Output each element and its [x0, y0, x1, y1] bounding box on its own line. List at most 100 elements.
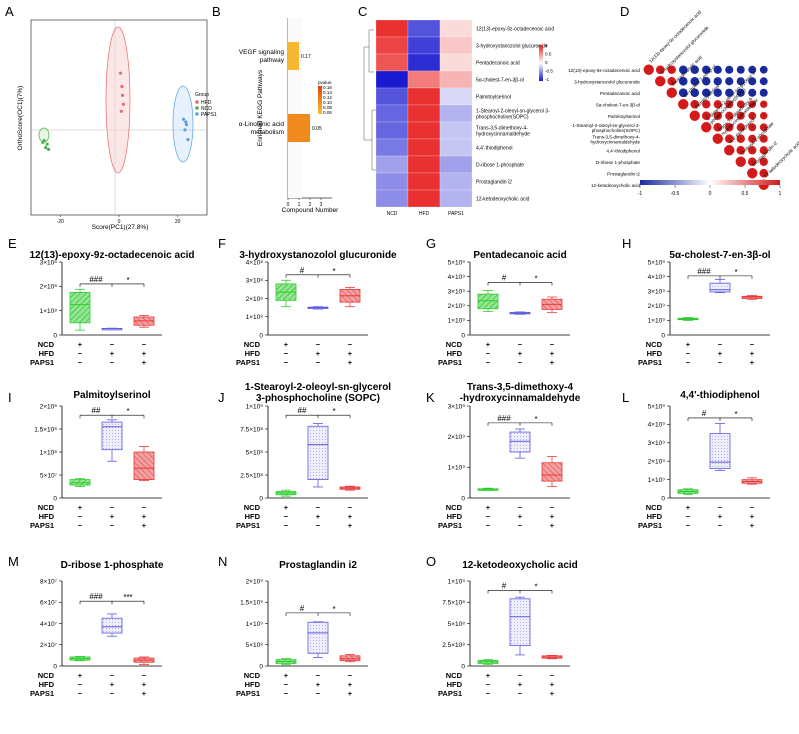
- heatmap-row-label: 4,4'-thiodiphenol: [476, 146, 513, 152]
- correlation-row-label: 12-ketodeoxycholic acid: [591, 183, 640, 188]
- condition-mark: +: [110, 680, 115, 689]
- sig-right: ***: [123, 593, 132, 602]
- heatmap-cell: [407, 172, 441, 191]
- correlation-circle: [759, 146, 768, 155]
- condition-mark: +: [550, 349, 555, 358]
- heatmap-scale-tick: -1: [545, 77, 550, 82]
- condition-mark: −: [284, 680, 289, 689]
- condition-mark: +: [142, 689, 147, 698]
- sig-left: #: [502, 581, 507, 590]
- correlation-star: *: [763, 68, 765, 73]
- heatmap-row-label: Pentadecanoic acid: [476, 61, 520, 67]
- box-ytick-label: 3×10⁹: [648, 440, 666, 447]
- condition-mark: −: [78, 521, 83, 530]
- heatmap-row-label: D-ribose 1-phosphate: [476, 163, 524, 169]
- box-ytick-label: 2×10⁹: [246, 578, 264, 585]
- kegg-xtick-label: 0: [287, 202, 290, 208]
- sig-right: *: [332, 407, 335, 416]
- pvalue-legend-tick: 0.10: [323, 100, 332, 105]
- box-ytick-label: 3×10⁸: [40, 259, 58, 266]
- correlation-circle: [759, 123, 768, 132]
- correlation-circle: [748, 65, 757, 74]
- box-ytick-label: 4×10⁹: [648, 422, 666, 429]
- condition-mark: +: [550, 689, 555, 698]
- sig-left: ###: [497, 414, 511, 423]
- score-point-ncd: [44, 146, 48, 150]
- condition-mark: −: [518, 671, 523, 680]
- heatmap-cell: [375, 19, 409, 38]
- condition-label-ncd: NCD: [446, 340, 463, 349]
- score-point-hfd: [121, 102, 125, 106]
- correlation-circle: [747, 168, 758, 179]
- correlation-circle: [725, 123, 734, 132]
- group-legend: Group HFD NCD PAPS1: [195, 92, 217, 118]
- correlation-circle: [689, 110, 700, 121]
- box-body-hfd: [509, 431, 531, 453]
- condition-mark: −: [110, 340, 115, 349]
- box-ytick-label: 0: [259, 495, 263, 502]
- condition-label-hfd: HFD: [39, 349, 55, 358]
- sig-right: *: [126, 407, 129, 416]
- condition-label-hfd: HFD: [39, 680, 55, 689]
- correlation-circle: [759, 157, 768, 166]
- correlation-circle: [701, 88, 711, 98]
- condition-mark: −: [316, 521, 321, 530]
- correlation-star: *: [751, 91, 753, 96]
- condition-label-ncd: NCD: [38, 340, 55, 349]
- correlation-row-label: 12(13)-epoxy-9z-octadecenoic acid: [568, 68, 640, 73]
- condition-label-hfd: HFD: [447, 349, 463, 358]
- heatmap-scale-tick: -0.5: [545, 69, 553, 74]
- heatmap-cell: [375, 104, 409, 123]
- heatmap-scale-tick: 0.5: [545, 52, 552, 57]
- condition-mark: −: [486, 680, 491, 689]
- heatmap-col-label: NCD: [387, 211, 398, 217]
- condition-mark: +: [686, 340, 691, 349]
- correlation-circle: [713, 88, 722, 97]
- correlation-star: *: [751, 114, 753, 119]
- paps1-ellipse: [172, 85, 194, 163]
- condition-mark: +: [750, 512, 755, 521]
- correlation-circle: [748, 77, 757, 86]
- correlation-star: *: [763, 125, 765, 130]
- box-ytick-label: 2×10⁸: [40, 403, 58, 410]
- correlation-circle: [667, 76, 677, 86]
- box-ytick-label: 5×10⁹: [448, 259, 466, 266]
- correlation-circle: [713, 65, 722, 74]
- condition-label-paps1: PAPS1: [236, 689, 260, 698]
- box-ytick-label: 3×10⁹: [448, 403, 466, 410]
- correlation-star: *: [740, 91, 742, 96]
- condition-label-ncd: NCD: [646, 340, 663, 349]
- box-ytick-label: 2.5×10⁸: [442, 642, 465, 649]
- condition-mark: −: [518, 340, 523, 349]
- correlation-row-label: Prostaglandin i2: [607, 171, 640, 176]
- score-point-paps1: [184, 122, 189, 127]
- correlation-circle: [678, 99, 689, 110]
- heatmap-row-label: 5α-cholest-7-en-3β-ol: [476, 78, 524, 84]
- correlation-star: *: [717, 114, 719, 119]
- condition-mark: −: [550, 340, 555, 349]
- box-ytick-label: 2×10⁹: [648, 303, 666, 310]
- correlation-scale-tick: 0.5: [742, 191, 749, 197]
- box-ytick-label: 5×10⁹: [648, 403, 666, 410]
- box-ytick-label: 2×10⁹: [448, 303, 466, 310]
- correlation-circle: [736, 145, 746, 155]
- heatmap-scale-tick: 1: [545, 43, 548, 48]
- heatmap-cell: [407, 189, 441, 208]
- box-panel-e: 12(13)-epoxy-9z-octadecenoic acid 0 1×10⁸ 2…: [29, 250, 194, 367]
- condition-label-paps1: PAPS1: [30, 689, 54, 698]
- correlation-circle: [678, 88, 688, 98]
- correlation-star: *: [763, 160, 765, 165]
- condition-mark: +: [550, 680, 555, 689]
- condition-mark: −: [110, 503, 115, 512]
- condition-mark: −: [518, 503, 523, 512]
- condition-label-hfd: HFD: [647, 512, 663, 521]
- box-ytick-label: 8×10⁷: [40, 578, 58, 585]
- score-plot: -20 0 20 Score(PC1)(27.8%) OrthoScore(OC1)…: [17, 19, 217, 231]
- box-ytick-label: 1×10⁸: [40, 308, 58, 315]
- dendrogram: [363, 29, 376, 171]
- correlation-circle: [759, 111, 768, 120]
- box-ytick-label: 4×10⁷: [40, 621, 58, 628]
- box-ytick-label: 0: [259, 663, 263, 670]
- correlation-circle: [736, 134, 745, 143]
- box-ytick-label: 0: [661, 332, 665, 339]
